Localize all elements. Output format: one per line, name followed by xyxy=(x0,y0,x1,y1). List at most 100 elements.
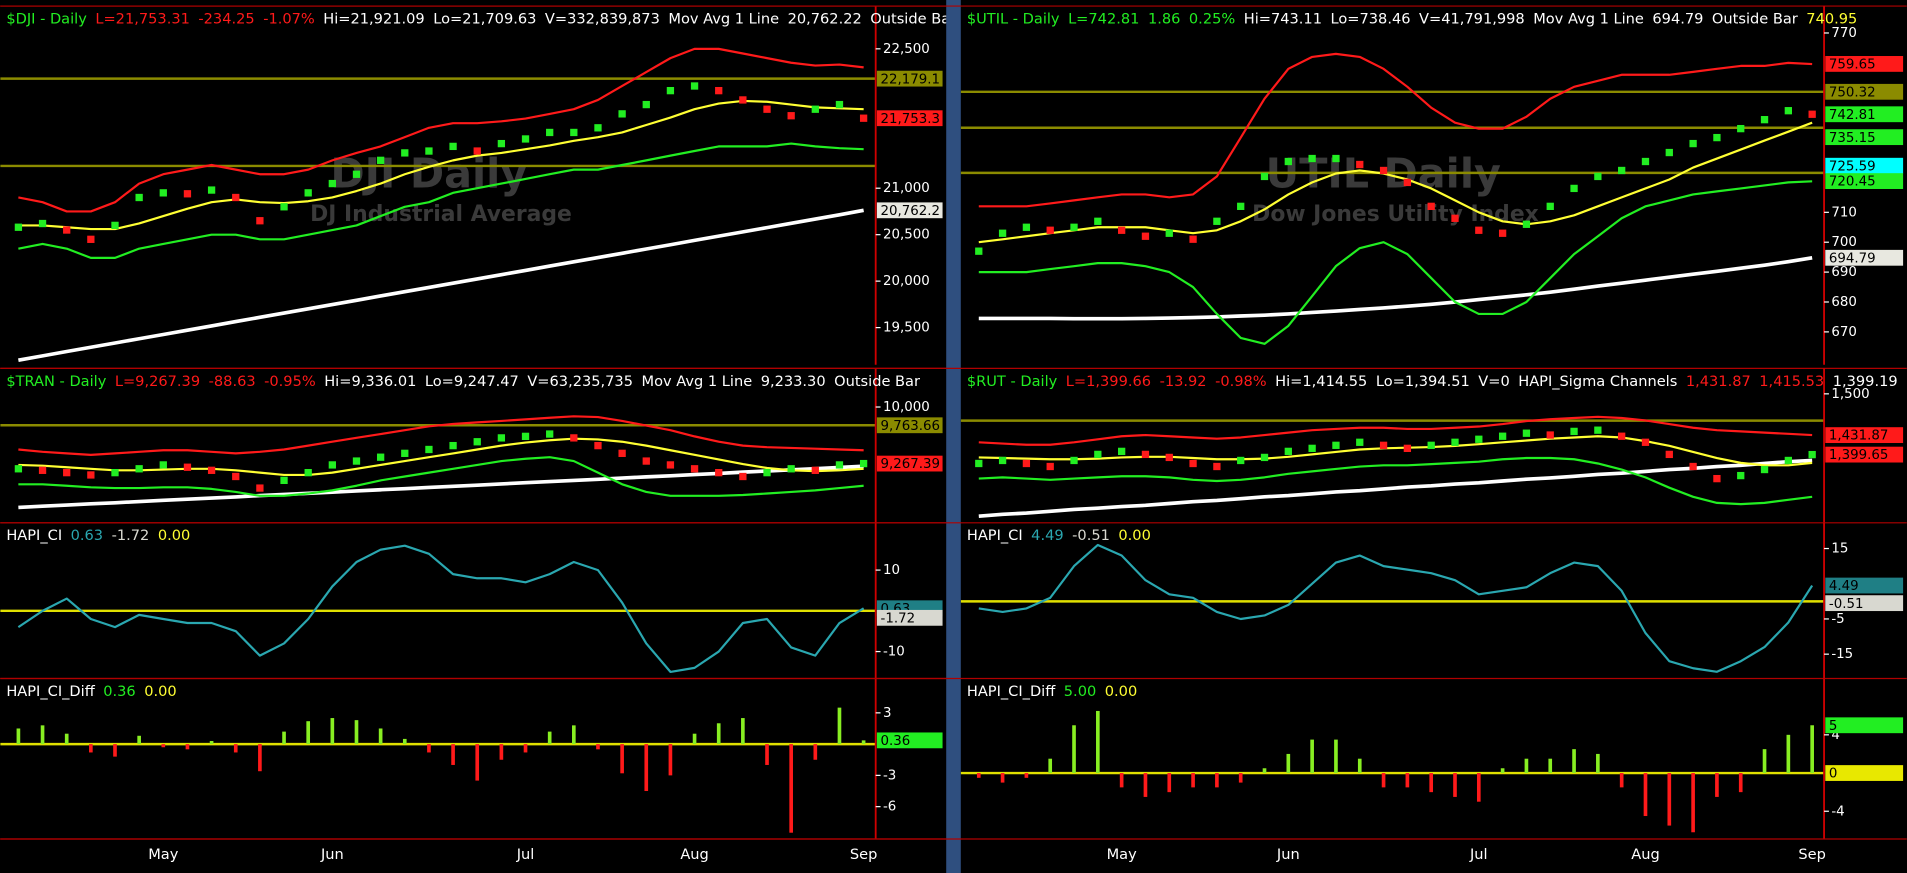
price-bar xyxy=(1546,431,1554,439)
histogram-bar xyxy=(330,718,335,745)
histogram-bar xyxy=(1643,773,1648,817)
header-text: 0.00 xyxy=(158,527,190,544)
price-bar xyxy=(87,471,95,479)
price-bar xyxy=(1403,178,1412,187)
panel-header: $RUT - Daily L=1,399.66 -13.92 -0.98% Hi=1,4… xyxy=(967,373,1898,390)
price-bar xyxy=(1689,139,1697,148)
header-text: -0.51 xyxy=(1072,527,1110,544)
x-tick-label: May xyxy=(1107,846,1138,863)
x-tick-label: Jun xyxy=(1276,846,1300,863)
histogram-bar xyxy=(1453,773,1457,797)
axis-value-box xyxy=(1825,249,1904,266)
price-bar xyxy=(63,468,71,477)
header-text: HAPI_CI_Diff xyxy=(6,683,95,700)
header-text: Lo=21,709.63 xyxy=(433,10,536,27)
axis-value-box xyxy=(1825,157,1904,174)
histogram-bar xyxy=(209,740,214,745)
y-tick-label: 15 xyxy=(1831,542,1848,557)
histogram-bar xyxy=(668,744,673,776)
price-bar xyxy=(473,438,481,446)
histogram-bar xyxy=(523,744,528,753)
price-bar xyxy=(111,468,119,477)
panel-header: $TRAN - Daily L=9,267.39 -88.63 -0.95% Hi=9,… xyxy=(6,373,920,390)
price-bar xyxy=(1237,202,1245,210)
price-bar xyxy=(787,465,795,473)
y-tick-label: 20,000 xyxy=(883,274,930,289)
header-text: Hi=9,336.01 xyxy=(324,373,416,390)
header-text: Outside Bar xyxy=(1712,10,1798,27)
histogram-bar xyxy=(16,728,21,745)
axis-value-label: 759.65 xyxy=(1829,58,1876,73)
histogram-bar xyxy=(1548,758,1553,774)
price-bar xyxy=(835,461,844,469)
price-bar xyxy=(425,147,433,155)
price-bar xyxy=(1165,229,1173,237)
price-bar xyxy=(38,219,47,228)
header-text: V=63,235,735 xyxy=(527,373,633,390)
price-bar xyxy=(497,434,506,442)
y-tick-label: -4 xyxy=(1831,804,1844,819)
histogram-bar xyxy=(1215,773,1219,788)
histogram-bar xyxy=(451,744,455,765)
price-bar xyxy=(1570,184,1578,193)
price-bar xyxy=(1713,474,1721,483)
price-bar xyxy=(1641,438,1650,446)
axis-value-label: 1,431.87 xyxy=(1829,429,1889,444)
y-tick-label: 10,000 xyxy=(883,400,930,415)
header-text: -234.25 xyxy=(198,10,254,27)
price-bar xyxy=(1784,456,1792,465)
price-bar xyxy=(280,476,288,485)
price-bar xyxy=(1046,462,1054,471)
histogram-bar xyxy=(1500,768,1505,774)
histogram-bar xyxy=(1357,758,1362,774)
price-bar xyxy=(352,170,361,178)
y-tick-label: 770 xyxy=(1831,26,1857,41)
header-text: HAPI_Sigma Channels xyxy=(1518,373,1677,390)
axis-value-label: 720.45 xyxy=(1829,175,1876,190)
price-bar xyxy=(594,124,602,132)
price-bar xyxy=(763,105,771,113)
axis-value-label: -0.51 xyxy=(1829,597,1864,612)
price-bar xyxy=(1618,166,1626,175)
price-bar xyxy=(715,86,723,95)
watermark: DJ Industrial Average xyxy=(310,202,572,227)
price-bar xyxy=(497,139,506,148)
header-text: 1,415.53 xyxy=(1759,373,1824,390)
price-bar xyxy=(666,461,675,469)
histogram-bar xyxy=(1334,739,1338,774)
plot-area xyxy=(0,707,876,833)
histogram-bar xyxy=(89,744,93,753)
histogram-bar xyxy=(258,744,262,772)
histogram-bar xyxy=(1048,758,1053,774)
series-line xyxy=(978,456,1813,506)
price-bar xyxy=(1284,157,1292,166)
price-bar xyxy=(570,128,578,137)
header-text: Hi=1,414.55 xyxy=(1275,373,1367,390)
panel-header: HAPI_CI_Diff 0.36 0.00 xyxy=(6,683,176,700)
histogram-bar xyxy=(64,733,69,745)
axis-value-label: 750.32 xyxy=(1829,85,1876,100)
price-bar xyxy=(1522,429,1531,437)
axis-value-box xyxy=(1825,446,1904,463)
histogram-bar xyxy=(1667,773,1672,826)
histogram-bar xyxy=(475,744,480,781)
price-bar xyxy=(975,247,983,255)
price-bar xyxy=(1737,471,1745,480)
series-line xyxy=(978,415,1813,446)
histogram-bar xyxy=(716,723,721,745)
axis-value-box xyxy=(876,417,943,434)
price-bar xyxy=(328,461,336,469)
price-bar xyxy=(1094,217,1102,225)
watermark: Dow Jones Utility Index xyxy=(1252,202,1539,227)
price-bar xyxy=(859,114,868,122)
series-line xyxy=(18,47,864,213)
header-text: Outside Bar xyxy=(834,373,920,390)
x-tick-label: Aug xyxy=(1631,846,1659,863)
header-text: 1.86 xyxy=(1148,10,1180,27)
axis-value-label: 0.36 xyxy=(881,734,911,749)
axis-value-label: 20,762.2 xyxy=(881,204,941,219)
axis-value-label: 1,399.65 xyxy=(1829,448,1889,463)
histogram-bar xyxy=(161,744,166,748)
price-bar xyxy=(1308,154,1316,163)
